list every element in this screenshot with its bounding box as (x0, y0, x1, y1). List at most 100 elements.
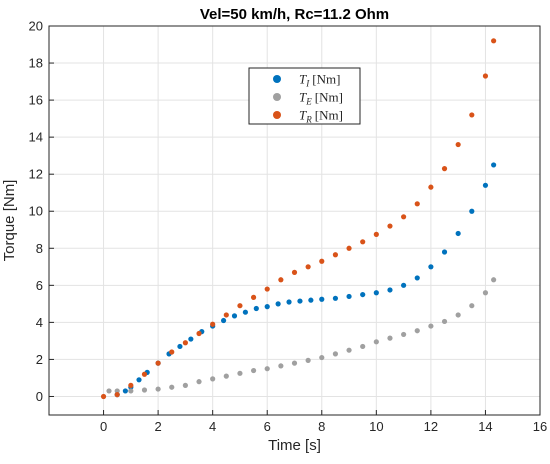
data-point (482, 73, 489, 79)
data-point (136, 377, 142, 383)
data-point (128, 382, 134, 388)
legend: TI [Nm]TE [Nm]TR [Nm] (248, 67, 361, 125)
data-point (360, 291, 366, 298)
data-point (278, 363, 284, 369)
data-point (401, 214, 407, 220)
data-point (455, 230, 461, 237)
data-point (291, 269, 298, 275)
data-point (491, 38, 497, 44)
data-point (428, 323, 434, 329)
data-point (114, 392, 120, 398)
data-point (455, 312, 461, 318)
y-tick-label: 18 (29, 56, 43, 71)
data-point (182, 382, 188, 388)
data-point (346, 347, 352, 353)
data-point (387, 287, 393, 293)
data-point (414, 328, 420, 334)
y-tick-label: 4 (36, 315, 43, 330)
data-point (264, 304, 270, 310)
y-tick-label: 16 (29, 93, 43, 108)
data-point (106, 388, 112, 394)
data-point (346, 293, 352, 300)
data-point (177, 343, 183, 350)
data-point (196, 330, 202, 337)
data-point (210, 376, 216, 382)
x-tick-label: 16 (533, 419, 547, 434)
data-point (155, 360, 161, 366)
data-point (275, 301, 281, 307)
x-tick-label: 0 (100, 419, 107, 434)
data-point (291, 360, 298, 366)
legend-label: TI [Nm] (299, 72, 340, 89)
data-point (220, 317, 227, 324)
data-point (360, 239, 366, 245)
ticks: 0 2 4 6 8 10 12 14 16 0 2 4 6 8 10 12 14 16 18 20 (29, 19, 548, 435)
data-point (319, 354, 325, 361)
x-axis-label: Time [s] (268, 437, 321, 454)
data-point (169, 349, 175, 355)
y-tick-label: 0 (36, 389, 43, 404)
data-point (319, 296, 325, 302)
data-point (332, 252, 339, 258)
data-point (482, 182, 489, 188)
legend-marker (273, 75, 281, 83)
data-point (401, 282, 407, 288)
data-point (373, 231, 379, 237)
legend-box (248, 67, 361, 125)
series-r (100, 38, 497, 400)
data-point (155, 386, 161, 392)
data-point (441, 249, 448, 255)
data-point (264, 286, 270, 292)
data-point (491, 162, 497, 168)
x-tick-label: 6 (264, 419, 271, 434)
y-tick-label: 14 (29, 130, 43, 145)
data-point (253, 305, 259, 312)
data-point (196, 379, 202, 385)
data-point (250, 294, 257, 300)
legend-label: TE [Nm] (299, 90, 343, 107)
data-point (373, 290, 379, 296)
x-tick-label: 12 (424, 419, 438, 434)
data-point (182, 340, 188, 346)
data-point (332, 295, 339, 301)
data-point (414, 275, 420, 281)
data-point (469, 303, 475, 309)
data-point (441, 318, 448, 325)
data-point (210, 321, 216, 327)
data-point (373, 339, 379, 345)
data-point (332, 351, 339, 357)
y-tick-label: 2 (36, 352, 43, 367)
legend-marker (273, 111, 281, 119)
y-tick-label: 10 (29, 204, 43, 219)
data-point (250, 367, 257, 374)
x-tick-label: 8 (318, 419, 325, 434)
data-point (286, 299, 292, 305)
data-point (278, 277, 284, 283)
data-point (482, 290, 489, 296)
data-point (401, 331, 407, 338)
plot-frame (48, 25, 541, 416)
data-point (469, 208, 475, 214)
y-tick-label: 6 (36, 278, 43, 293)
data-point (305, 357, 311, 363)
x-tick-label: 2 (154, 419, 161, 434)
data-point (305, 264, 311, 270)
y-tick-label: 8 (36, 241, 43, 256)
data-point (491, 277, 497, 283)
data-point (122, 388, 128, 394)
legend-label: TR [Nm] (299, 108, 343, 125)
data-point (414, 201, 420, 207)
x-tick-label: 4 (209, 419, 216, 434)
y-axis-label: Torque [Nm] (1, 180, 18, 262)
data-point (231, 313, 238, 319)
data-point (100, 393, 107, 400)
data-point (242, 309, 248, 315)
series-e (106, 277, 497, 394)
data-point (169, 384, 175, 390)
data-point (114, 388, 120, 394)
x-tick-label: 10 (369, 419, 383, 434)
data-point (319, 258, 325, 264)
data-point (441, 166, 448, 172)
